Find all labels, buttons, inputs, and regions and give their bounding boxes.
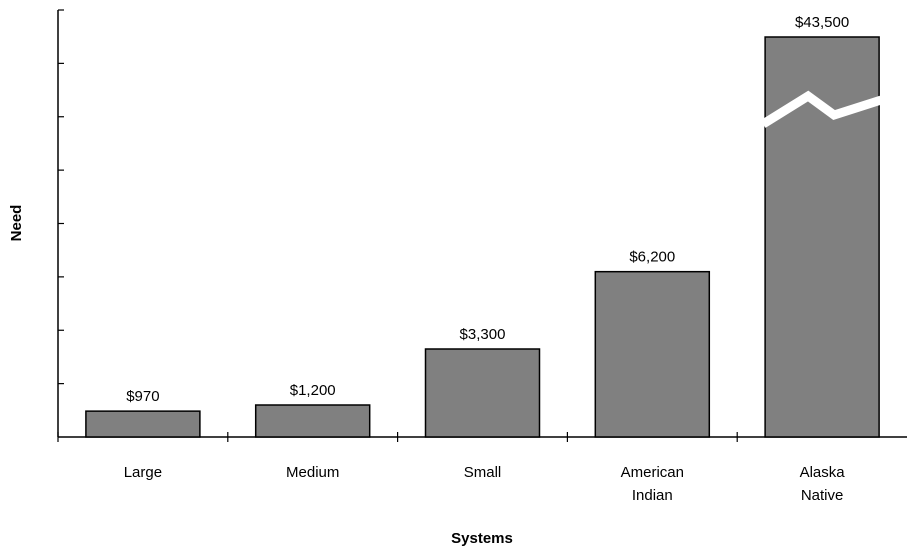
value-labels: $970 $1,200 $3,300 $6,200 $43,500 xyxy=(126,14,849,405)
category-labels: Large Medium Small American Indian Alaska Nati… xyxy=(124,464,846,504)
category-label: Medium xyxy=(286,464,339,481)
category-label: Large xyxy=(124,464,162,481)
bar xyxy=(254,404,371,438)
category-label: Small xyxy=(464,464,502,481)
bar-value-label: $1,200 xyxy=(290,382,336,399)
bar xyxy=(85,410,201,438)
bar-value-label: $6,200 xyxy=(629,249,675,266)
bar xyxy=(424,348,541,438)
bar xyxy=(594,270,711,438)
y-axis-title: Need xyxy=(8,205,25,242)
bars xyxy=(85,36,883,438)
bar-value-label: $43,500 xyxy=(795,14,849,31)
x-axis-title: Systems xyxy=(451,530,513,547)
y-axis xyxy=(57,9,64,437)
bar-value-label: $3,300 xyxy=(460,326,506,343)
bar-value-label: $970 xyxy=(126,388,159,405)
category-label: American Indian xyxy=(621,464,684,504)
axis-break-mark xyxy=(760,90,883,128)
bar xyxy=(764,36,880,438)
category-label: Alaska Native xyxy=(800,464,846,504)
